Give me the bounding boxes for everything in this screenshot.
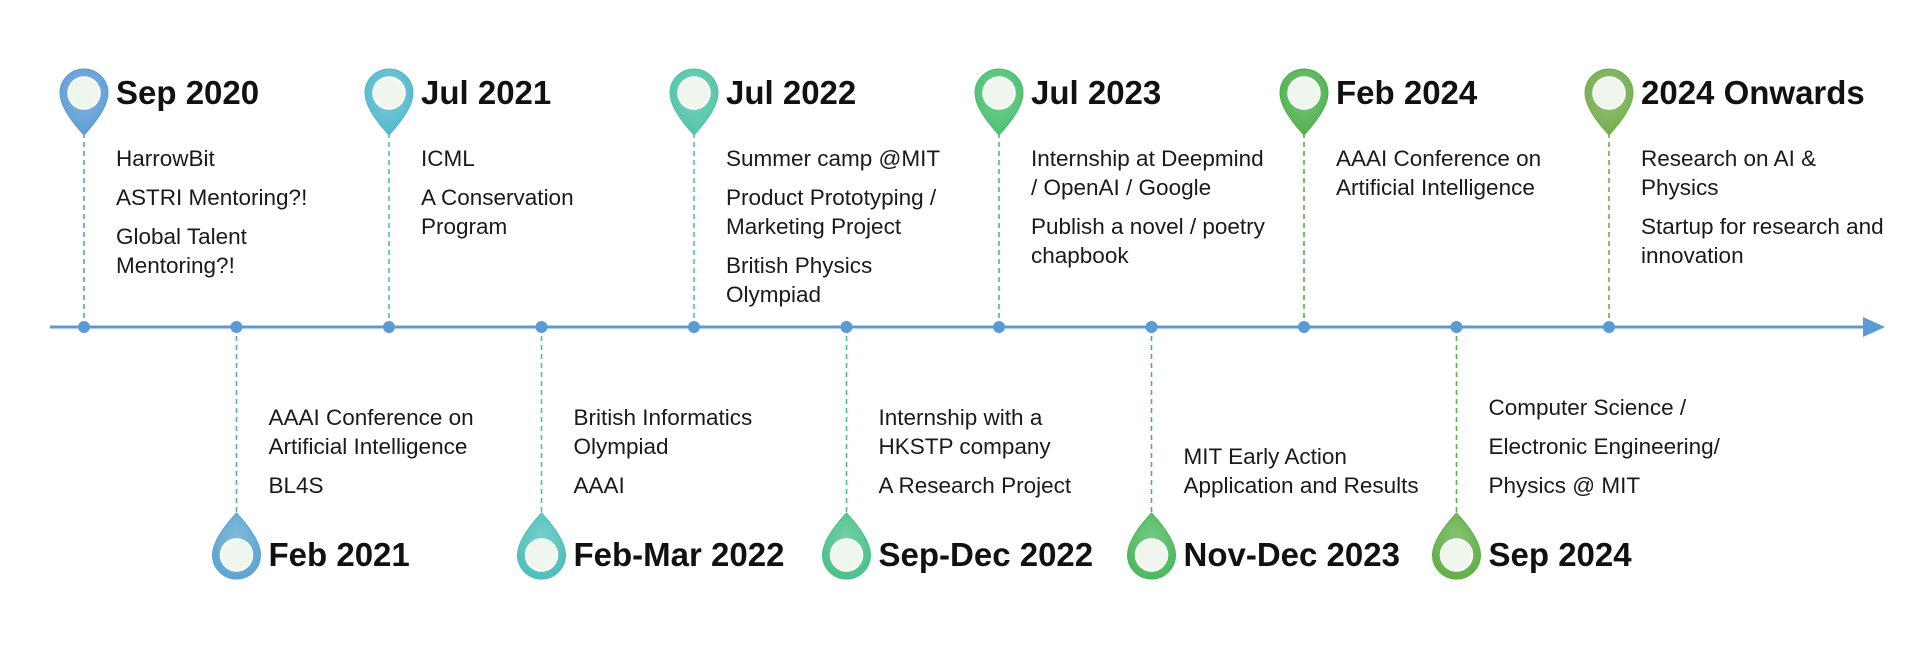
pin-inner-circle [1592, 76, 1626, 110]
event-item: ICML [421, 146, 475, 171]
milestone-date: Sep 2020 [116, 74, 260, 111]
event-item: Internship at Deepmind / OpenAI / Google [1031, 146, 1264, 200]
event-item: British Physics Olympiad [726, 253, 873, 307]
milestone-events: Research on AI & Physics Startup for rese… [1641, 144, 1886, 280]
milestone-events: Summer camp @MIT Product Prototyping / Ma… [726, 144, 971, 319]
pin-inner-circle [524, 538, 559, 572]
event-item: HarrowBit [116, 146, 215, 171]
pin-inner-circle [829, 538, 864, 572]
event-item: Physics @ MIT [1488, 473, 1641, 498]
event-item: Global Talent Mentoring?! [116, 224, 247, 278]
milestone-events: British Informatics Olympiad AAAI [574, 403, 814, 510]
milestone-date: Feb 2021 [268, 536, 410, 573]
milestone-events: HarrowBit ASTRI Mentoring?! Global Talent … [116, 144, 361, 290]
milestone-date: Jul 2023 [1031, 74, 1162, 111]
event-item: Electronic Engineering/ [1488, 434, 1720, 459]
milestone-events: MIT Early Action Application and Results [1184, 442, 1424, 510]
pin-inner-circle [677, 76, 711, 110]
event-item: MIT Early Action Application and Results [1183, 444, 1419, 498]
axis-dot [1450, 321, 1463, 333]
milestone-date: Jul 2021 [421, 74, 552, 111]
axis-dot [535, 321, 548, 333]
event-item: Product Prototyping / Marketing Project [726, 185, 937, 239]
milestone-date: Sep 2024 [1488, 536, 1632, 573]
axis-dot [840, 321, 853, 333]
axis-dot [993, 321, 1005, 333]
event-item: AAAI Conference on Artificial Intelligen… [1336, 146, 1542, 200]
event-item: A Conservation Program [421, 185, 574, 239]
milestone-date: Jul 2022 [726, 74, 857, 111]
axis-dot [1145, 321, 1158, 333]
milestone-events: AAAI Conference on Artificial Intelligen… [1336, 144, 1581, 212]
milestone-date: Nov-Dec 2023 [1183, 536, 1400, 573]
event-item: Internship with a HKSTP company [878, 405, 1051, 459]
milestone-events: ICML A Conservation Program [421, 144, 666, 251]
event-item: Startup for research and innovation [1641, 214, 1884, 268]
milestone-date: Sep-Dec 2022 [878, 536, 1094, 573]
axis-dot [383, 321, 395, 333]
milestone-date: 2024 Onwards [1641, 74, 1865, 111]
axis-dot [1298, 321, 1310, 333]
axis-dot [688, 321, 700, 333]
milestone-events: Internship with a HKSTP company A Researc… [879, 403, 1119, 510]
event-item: BL4S [268, 473, 324, 498]
milestone-date: Feb 2024 [1336, 74, 1478, 111]
milestone-events: Internship at Deepmind / OpenAI / Google… [1031, 144, 1276, 280]
event-item: Computer Science / [1488, 395, 1687, 420]
pin-inner-circle [1439, 538, 1474, 572]
pin-inner-circle [1287, 76, 1321, 110]
event-item: AAAI [573, 473, 625, 498]
event-item: Research on AI & Physics [1641, 146, 1817, 200]
axis-dot [230, 321, 243, 333]
axis-arrow-icon [1863, 317, 1885, 337]
pin-inner-circle [219, 538, 254, 572]
pin-inner-circle [372, 76, 406, 110]
milestone-events: AAAI Conference on Artificial Intelligen… [269, 403, 509, 510]
event-item: British Informatics Olympiad [573, 405, 753, 459]
axis-dot [1603, 321, 1615, 333]
milestone-date: Feb-Mar 2022 [573, 536, 785, 573]
pin-inner-circle [982, 76, 1016, 110]
event-item: AAAI Conference on Artificial Intelligen… [268, 405, 474, 459]
event-item: Publish a novel / poetry chapbook [1031, 214, 1265, 268]
pin-inner-circle [1134, 538, 1169, 572]
event-item: Summer camp @MIT [726, 146, 941, 171]
event-item: ASTRI Mentoring?! [116, 185, 308, 210]
pin-inner-circle [67, 76, 101, 110]
event-item: A Research Project [878, 473, 1072, 498]
milestone-events: Computer Science / Electronic Engineering… [1489, 393, 1729, 510]
axis-dot [78, 321, 90, 333]
